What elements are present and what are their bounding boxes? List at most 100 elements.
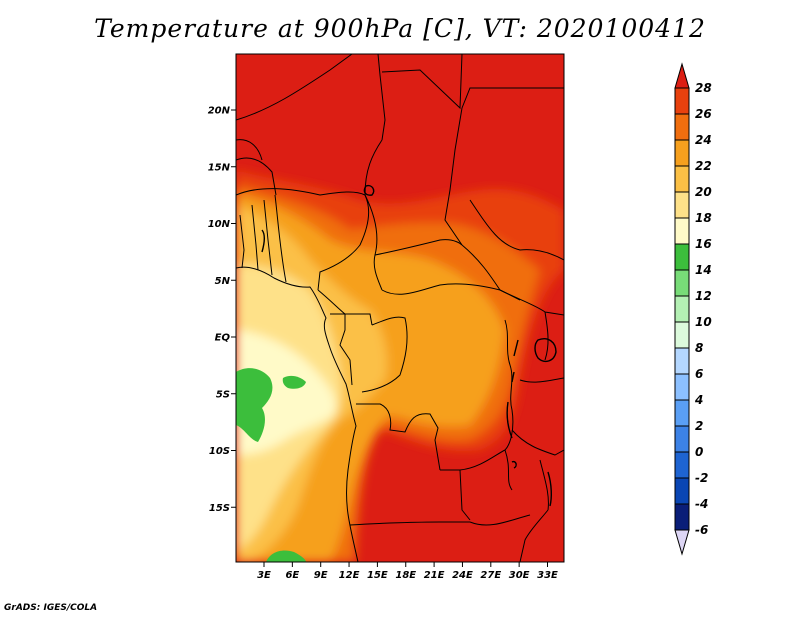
map-title: Temperature at 900hPa [C], VT: 202010041… [94,14,706,43]
colorbar-swatch [674,321,690,349]
border-zambia-south [469,514,531,526]
border-ghana-west [239,214,245,269]
field-patch-green-coast [282,375,306,389]
coastline-west-africa [236,266,359,562]
field-patch-green-south [266,550,306,562]
colorbar-min-arrow [674,529,690,556]
colorbar-swatch [674,139,690,167]
latitude-axis: 20N 15N 10N 5N EQ 5S 10S 15S [208,106,236,514]
lon-tick-label: 21E [424,570,445,581]
lon-tick-label: 24E [452,570,473,581]
border-burkina-niger [236,157,277,196]
lake-albert [513,339,519,357]
lat-tick-label: EQ [215,333,231,344]
border-south-sudan [469,199,564,261]
country-borders [236,54,564,562]
colorbar-swatch [674,217,690,245]
colorbar-label: 6 [695,367,703,381]
colorbar-swatch [674,503,690,531]
colorbar-swatch [674,87,690,115]
temperature-field [236,54,564,562]
colorbar-label: 20 [695,185,712,199]
border-tanzania-zambia [511,429,564,456]
border-congo-drc [361,316,408,393]
colorbar-swatch [674,451,690,479]
border-south-sudan-south [499,289,564,316]
border-mozambique [519,509,549,562]
lat-tick-label: 5S [216,389,230,400]
lon-tick-label: 6E [285,570,299,581]
lon-tick-label: 12E [339,570,360,581]
border-togo-benin [263,199,273,276]
border-niger-libya [377,54,386,141]
lat-tick-label: 20N [208,106,231,117]
lake-bangweulu [511,460,517,469]
border-gabon-congo [339,314,353,386]
lakes [261,184,557,507]
border-ghana-togo [251,204,259,271]
border-tanzania [519,377,564,383]
lon-tick-label: 9E [314,570,328,581]
colorbar-label: 8 [695,341,703,355]
colorbar-swatch [674,477,690,505]
border-algeria-niger [236,54,353,121]
longitude-axis: 3E 6E 9E 12E 15E 18E 21E 24E 27E 30E 33E [257,562,558,581]
colorbar-swatch [674,113,690,141]
colorbar-label: 12 [695,289,712,303]
lat-tick-label: 10N [208,219,231,230]
colorbar-swatch [674,347,690,375]
border-angola-namibia [349,521,470,526]
lon-tick-label: 27E [480,570,501,581]
colorbar-swatch [674,373,690,401]
lake-kivu [511,371,515,383]
border-chad-sudan [444,107,463,246]
colorbar-label: 16 [695,237,712,251]
colorbar-swatch [674,425,690,453]
grads-credit: GrADS: IGES/COLA [4,603,98,613]
lon-tick-label: 18E [395,570,416,581]
colorbar-label: 26 [695,107,712,121]
lake-malawi [547,471,553,507]
colorbar-swatch [674,399,690,427]
lon-tick-label: 30E [509,570,530,581]
colorbar-swatch [674,269,690,297]
colorbar-label: 2 [695,419,703,433]
colorbar-label: -6 [695,523,708,537]
lake-tanganyika [506,401,513,439]
lat-tick-label: 5N [215,276,231,287]
border-libya-chad [381,54,463,110]
lake-volta [261,229,265,253]
colorbar-label: 10 [695,315,712,329]
lat-tick-label: 15N [208,162,231,173]
lon-tick-label: 33E [537,570,558,581]
colorbar-swatch [674,165,690,193]
colorbar-label: -4 [695,497,708,511]
colorbar-label: 18 [695,211,712,225]
lat-tick-label: 15S [209,503,230,514]
colorbar-swatch [674,295,690,323]
colorbar-label: 28 [695,81,712,95]
lon-tick-label: 15E [367,570,388,581]
colorbar-label: 14 [695,263,712,277]
colorbar-swatch [674,243,690,271]
colorbar-swatch [674,191,690,219]
border-chad-car [374,239,463,256]
colorbar-label: 4 [694,393,703,407]
colorbar-label: 0 [695,445,703,459]
border-uganda-kenya [544,311,549,361]
lake-victoria [534,338,557,363]
lat-tick-label: 10S [209,446,230,457]
lon-tick-label: 3E [257,570,271,581]
border-drc-angola [356,403,441,471]
border-egypt-sudan [461,87,564,109]
border-niger-nigeria [236,188,366,196]
colorbar-max-arrow [674,62,690,89]
colorbar-label: -2 [695,471,708,485]
border-car-drc [381,283,501,295]
lake-chad [363,184,375,196]
border-benin-nigeria [274,194,287,283]
border-mali-algeria [236,139,263,161]
border-nigeria-cameroon [317,194,370,291]
